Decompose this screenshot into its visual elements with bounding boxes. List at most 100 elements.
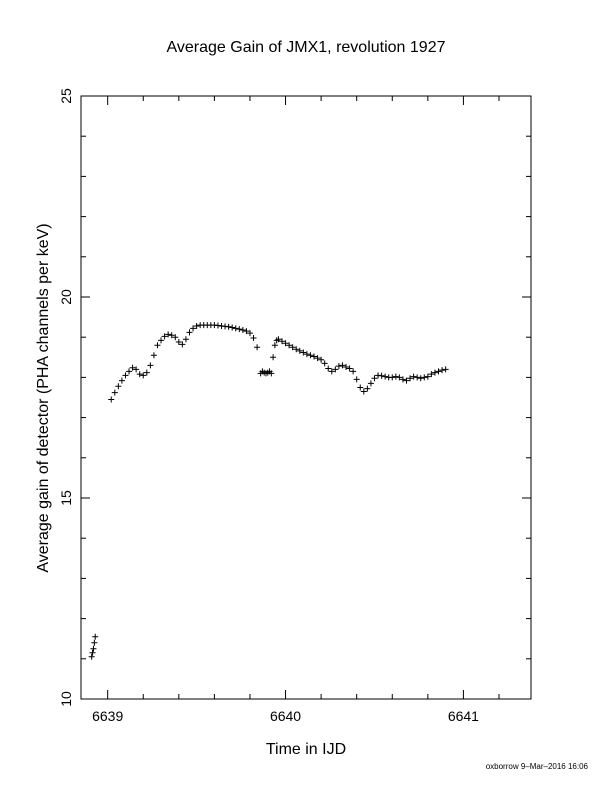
data-point [428, 371, 435, 378]
data-point [403, 377, 410, 384]
data-point [417, 375, 424, 382]
data-point [129, 364, 136, 371]
plot-frame [80, 95, 532, 700]
data-point [435, 368, 442, 375]
data-point [289, 344, 296, 351]
x-tick-label: 6639 [92, 708, 123, 724]
data-point [314, 355, 321, 362]
y-tick-label: 20 [58, 289, 74, 305]
data-point [229, 324, 236, 331]
y-tick-label: 25 [58, 88, 74, 104]
data-point [382, 373, 389, 380]
data-point [399, 376, 406, 383]
data-point [115, 383, 122, 390]
data-point [421, 374, 428, 381]
y-tick-label: 15 [58, 490, 74, 506]
data-point [328, 368, 335, 375]
data-point [143, 369, 150, 376]
data-point [414, 374, 421, 381]
data-point [126, 368, 133, 375]
data-point [311, 353, 318, 360]
data-point [118, 377, 125, 384]
data-point [133, 366, 140, 373]
x-axis-label: Time in IJD [266, 741, 346, 758]
data-point [396, 374, 403, 381]
data-point [346, 365, 353, 372]
data-point [307, 352, 314, 359]
data-point [424, 373, 431, 380]
data-point [343, 363, 350, 370]
data-point [360, 388, 367, 395]
data-point [147, 362, 154, 369]
data-point [108, 396, 115, 403]
data-point [339, 362, 346, 369]
data-point [236, 326, 243, 333]
data-point [172, 334, 179, 341]
data-point [165, 331, 172, 338]
data-point [193, 322, 200, 329]
data-point [439, 367, 446, 374]
data-point [190, 325, 197, 332]
data-point [296, 347, 303, 354]
data-point [357, 384, 364, 391]
data-point [122, 372, 129, 379]
data-point [332, 366, 339, 373]
data-point [271, 342, 278, 349]
data-point [140, 372, 147, 379]
data-point [282, 340, 289, 347]
data-point [410, 373, 417, 380]
data-point [161, 333, 168, 340]
data-point [371, 375, 378, 382]
data-point [270, 354, 277, 361]
data-point [246, 330, 253, 337]
data-point [250, 335, 257, 342]
data-point [389, 374, 396, 381]
x-tick-label: 6641 [448, 708, 479, 724]
x-tick-label: 6640 [270, 708, 301, 724]
data-point [350, 368, 357, 375]
data-point [154, 342, 161, 349]
data-point [150, 352, 157, 359]
data-point [431, 369, 438, 376]
data-point [232, 325, 239, 332]
footer-credit: oxborrow 9–Mar–2016 16:06 [486, 762, 589, 771]
data-points [88, 322, 449, 660]
data-point [168, 332, 175, 339]
data-point [225, 323, 232, 330]
data-point [179, 341, 186, 348]
chart-title: Average Gain of JMX1, revolution 1927 [167, 39, 446, 56]
data-point [407, 375, 414, 382]
axis-ticks [81, 95, 531, 700]
data-point [303, 351, 310, 358]
data-point [268, 370, 275, 377]
data-point [90, 645, 97, 652]
data-point [239, 326, 246, 333]
data-point [442, 366, 449, 373]
data-point [186, 329, 193, 336]
data-point [300, 349, 307, 356]
data-point [182, 336, 189, 343]
y-tick-label: 10 [58, 691, 74, 707]
data-point [254, 344, 261, 351]
data-point [353, 376, 360, 383]
data-point [243, 328, 250, 335]
data-point [286, 342, 293, 349]
data-point [88, 653, 95, 660]
data-point [367, 380, 374, 387]
data-point [91, 639, 98, 646]
data-point [175, 339, 182, 346]
data-point [158, 337, 165, 344]
y-axis-label: Average gain of detector (PHA channels p… [35, 223, 52, 572]
data-point [111, 389, 118, 396]
data-point [89, 649, 96, 656]
data-point [392, 373, 399, 380]
data-point [278, 338, 285, 345]
data-point [136, 371, 143, 378]
data-point [325, 365, 332, 372]
data-point [321, 360, 328, 367]
data-point [378, 372, 385, 379]
data-point [275, 336, 282, 343]
data-point [335, 363, 342, 370]
data-point [364, 385, 371, 392]
